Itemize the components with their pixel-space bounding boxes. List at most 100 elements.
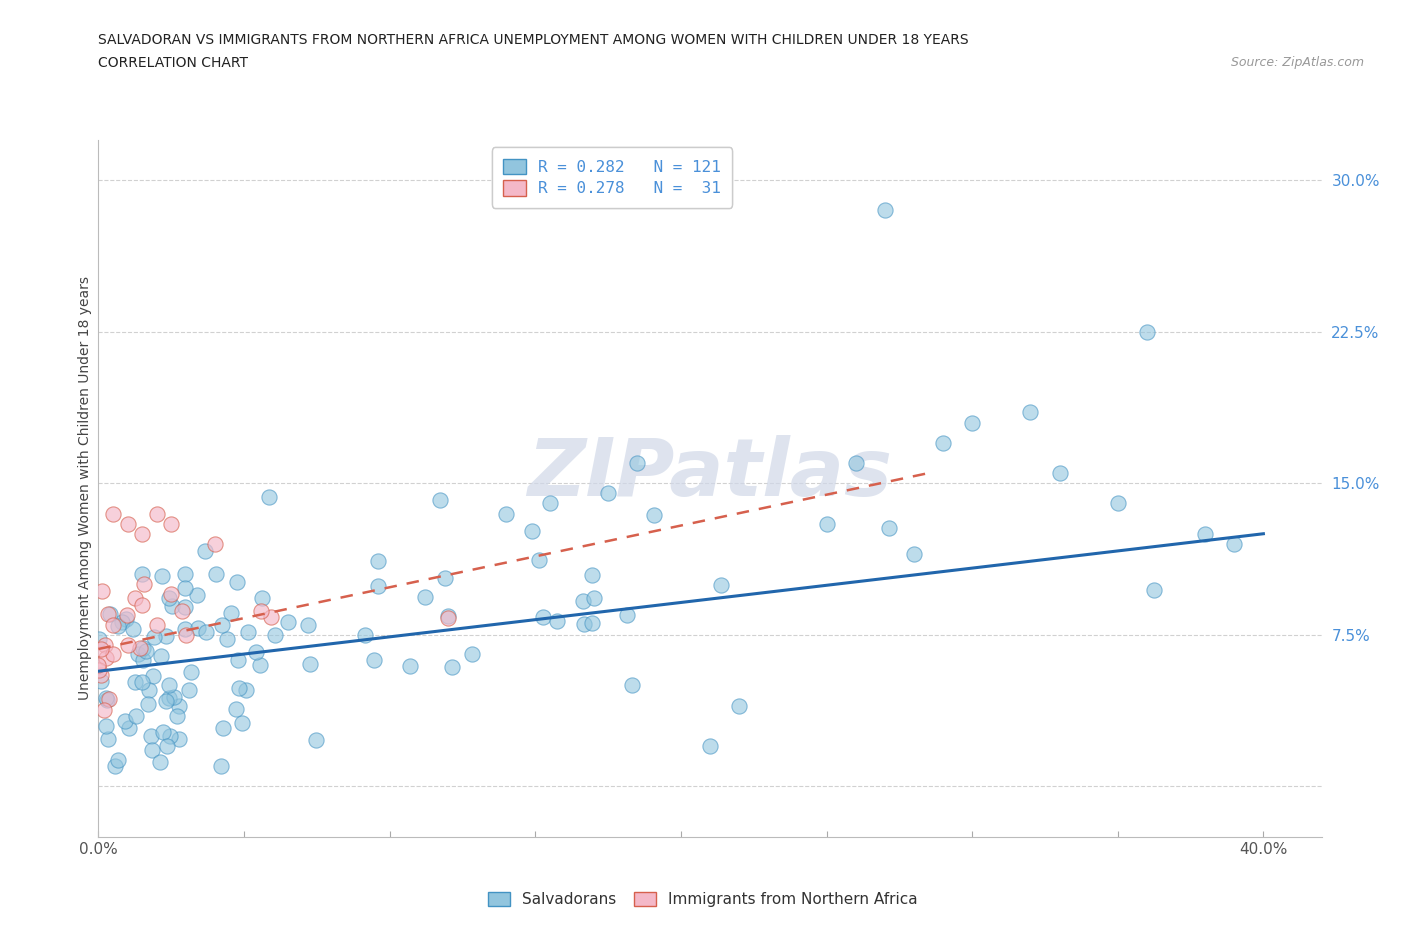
- Point: [174, 628, 197, 643]
- Point: [226, 575, 249, 590]
- Point: [132, 641, 155, 656]
- Point: [1223, 537, 1246, 551]
- Point: [960, 415, 983, 430]
- Point: [96, 691, 118, 706]
- Point: [180, 665, 202, 680]
- Point: [354, 628, 377, 643]
- Point: [710, 578, 733, 592]
- Point: [263, 628, 285, 643]
- Text: ZIPatlas: ZIPatlas: [527, 435, 893, 513]
- Point: [209, 759, 232, 774]
- Point: [145, 618, 167, 632]
- Point: [101, 646, 124, 661]
- Point: [94, 638, 117, 653]
- Point: [186, 588, 208, 603]
- Point: [643, 507, 665, 522]
- Point: [135, 644, 157, 658]
- Point: [87, 658, 110, 672]
- Point: [1049, 466, 1071, 481]
- Point: [101, 618, 124, 632]
- Point: [117, 637, 139, 652]
- Point: [581, 567, 603, 582]
- Point: [160, 599, 183, 614]
- Point: [125, 709, 148, 724]
- Point: [1107, 496, 1129, 511]
- Point: [932, 435, 955, 450]
- Point: [434, 570, 457, 585]
- Point: [141, 728, 163, 743]
- Point: [87, 662, 110, 677]
- Point: [132, 653, 155, 668]
- Point: [245, 645, 267, 660]
- Point: [363, 653, 385, 668]
- Point: [160, 516, 183, 531]
- Point: [538, 496, 561, 511]
- Point: [1136, 325, 1159, 339]
- Point: [115, 612, 138, 627]
- Point: [94, 650, 117, 665]
- Point: [596, 485, 619, 500]
- Point: [217, 631, 239, 646]
- Point: [620, 678, 643, 693]
- Point: [260, 609, 283, 624]
- Point: [219, 605, 242, 620]
- Point: [546, 613, 568, 628]
- Point: [1194, 526, 1216, 541]
- Point: [1019, 405, 1042, 419]
- Point: [157, 690, 180, 705]
- Point: [531, 609, 554, 624]
- Point: [228, 681, 250, 696]
- Y-axis label: Unemployment Among Women with Children Under 18 years: Unemployment Among Women with Children U…: [77, 276, 91, 700]
- Point: [173, 622, 195, 637]
- Point: [143, 630, 166, 644]
- Point: [204, 566, 226, 581]
- Point: [572, 617, 595, 631]
- Point: [138, 683, 160, 698]
- Point: [257, 490, 280, 505]
- Point: [114, 713, 136, 728]
- Point: [225, 701, 247, 716]
- Text: SALVADORAN VS IMMIGRANTS FROM NORTHERN AFRICA UNEMPLOYMENT AMONG WOMEN WITH CHIL: SALVADORAN VS IMMIGRANTS FROM NORTHERN A…: [98, 33, 969, 46]
- Point: [141, 743, 163, 758]
- Point: [128, 640, 150, 655]
- Point: [699, 738, 721, 753]
- Point: [159, 728, 181, 743]
- Point: [104, 759, 127, 774]
- Point: [145, 506, 167, 521]
- Point: [173, 580, 195, 595]
- Point: [367, 578, 389, 593]
- Point: [194, 543, 217, 558]
- Point: [235, 682, 257, 697]
- Point: [436, 609, 458, 624]
- Point: [367, 554, 389, 569]
- Point: [204, 537, 226, 551]
- Point: [101, 506, 124, 521]
- Point: [107, 618, 129, 633]
- Point: [124, 591, 146, 605]
- Point: [160, 587, 183, 602]
- Point: [97, 692, 120, 707]
- Point: [195, 625, 218, 640]
- Point: [132, 577, 155, 591]
- Point: [249, 604, 271, 618]
- Point: [173, 567, 195, 582]
- Point: [131, 674, 153, 689]
- Point: [429, 493, 451, 508]
- Point: [815, 516, 838, 531]
- Point: [231, 715, 253, 730]
- Point: [626, 456, 648, 471]
- Point: [117, 516, 139, 531]
- Point: [90, 673, 112, 688]
- Point: [157, 678, 180, 693]
- Point: [305, 733, 328, 748]
- Point: [155, 694, 177, 709]
- Point: [150, 568, 173, 583]
- Point: [138, 697, 160, 711]
- Point: [107, 752, 129, 767]
- Point: [297, 618, 319, 632]
- Point: [437, 611, 460, 626]
- Point: [93, 703, 115, 718]
- Point: [582, 590, 605, 604]
- Point: [212, 721, 235, 736]
- Point: [495, 506, 517, 521]
